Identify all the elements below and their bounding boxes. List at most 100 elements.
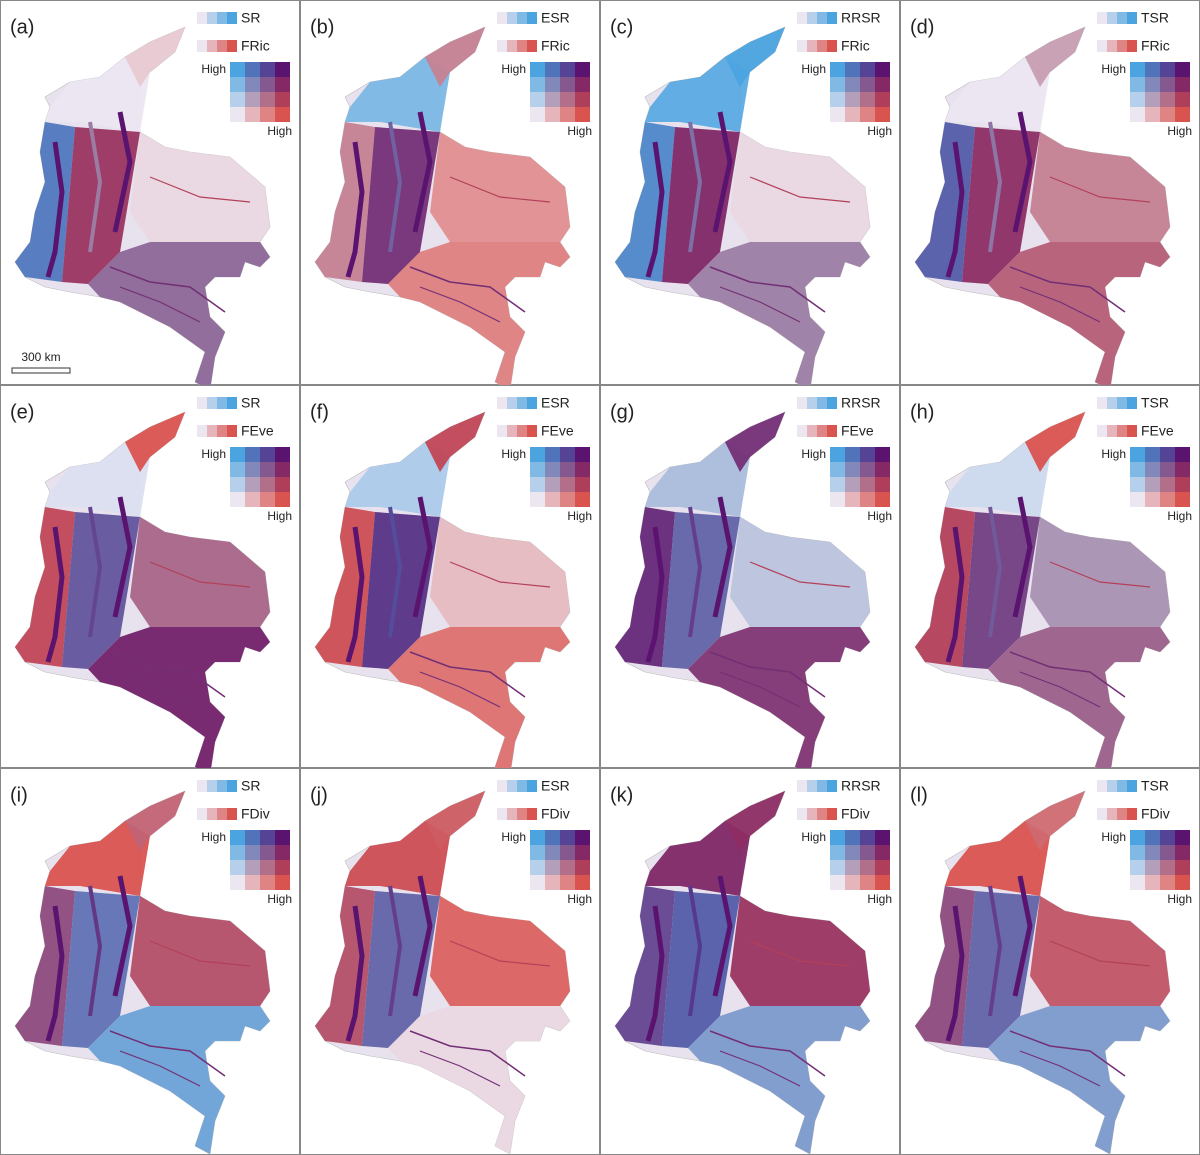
map-region xyxy=(688,627,870,775)
map-region xyxy=(988,1006,1170,1154)
bivariate-cell xyxy=(560,92,575,107)
bivariate-cell xyxy=(575,830,590,845)
bivariate-cell xyxy=(245,77,260,92)
bivariate-cell xyxy=(1175,477,1190,492)
bivariate-cell xyxy=(875,447,890,462)
river xyxy=(1049,176,1151,203)
legend-ramp-cell xyxy=(827,397,837,409)
map-region xyxy=(962,127,1040,284)
bivariate-cell xyxy=(275,62,290,77)
legend-ramp-cell xyxy=(207,397,217,409)
bivariate-cell xyxy=(875,92,890,107)
legend-ramp-cell xyxy=(517,425,527,437)
bivariate-cell xyxy=(230,447,245,462)
legend-ramp-cell xyxy=(207,780,217,792)
bivariate-cell xyxy=(260,447,275,462)
river xyxy=(409,266,526,313)
bivariate-cell xyxy=(545,492,560,507)
bivariate-cell xyxy=(830,107,845,122)
bivariate-cell xyxy=(530,875,545,890)
legend-ramp-cell xyxy=(817,780,827,792)
bivariate-cell xyxy=(260,92,275,107)
map-region xyxy=(425,27,485,87)
bivariate-cell xyxy=(1145,77,1160,92)
map-region xyxy=(88,627,270,775)
bivariate-cell xyxy=(845,860,860,875)
bivariate-cell xyxy=(845,830,860,845)
map-region xyxy=(362,512,440,669)
map-region xyxy=(345,821,450,896)
map-region xyxy=(430,132,570,242)
bivariate-cell xyxy=(1160,477,1175,492)
bivariate-cell xyxy=(1175,77,1190,92)
bivariate-cell xyxy=(845,875,860,890)
legend-ramp-cell xyxy=(1107,425,1117,437)
legend-ramp-cell xyxy=(1127,397,1137,409)
panel-label: (l) xyxy=(910,784,928,806)
river xyxy=(119,671,201,708)
bivariate-cell xyxy=(275,77,290,92)
legend-high-bottom: High xyxy=(267,892,292,906)
bivariate-cell xyxy=(230,875,245,890)
bivariate-cell xyxy=(530,830,545,845)
river xyxy=(1009,651,1126,698)
legend-high-left: High xyxy=(201,447,226,461)
map-region xyxy=(362,127,440,284)
map-region xyxy=(345,57,450,132)
river xyxy=(1019,1050,1101,1087)
bivariate-cell xyxy=(860,77,875,92)
river xyxy=(1019,286,1101,323)
panel-label: (k) xyxy=(610,784,633,806)
scale-bar-label: 300 km xyxy=(21,350,60,364)
andes-range xyxy=(1012,875,1033,997)
bivariate-cell xyxy=(1130,860,1145,875)
map-region xyxy=(662,127,740,284)
map-region xyxy=(130,132,270,242)
river xyxy=(109,651,226,698)
bivariate-cell xyxy=(245,92,260,107)
bivariate-cell xyxy=(1160,492,1175,507)
legend-ramp-cell xyxy=(1127,12,1137,24)
bivariate-cell xyxy=(1130,492,1145,507)
legend-ramp-cell xyxy=(507,425,517,437)
bivariate-cell xyxy=(245,462,260,477)
bivariate-cell xyxy=(1130,447,1145,462)
legend-ramp-cell xyxy=(527,12,537,24)
legend-high-bottom: High xyxy=(1167,892,1192,906)
legend-ramp-cell xyxy=(807,40,817,52)
river xyxy=(449,940,551,967)
panel: (e) SR FEve High High xyxy=(0,385,300,776)
legend-ramp-cell xyxy=(817,808,827,820)
bivariate-cell xyxy=(1130,77,1145,92)
andes-range xyxy=(688,506,703,638)
bivariate-cell xyxy=(260,477,275,492)
river xyxy=(1009,1030,1126,1077)
bivariate-cell xyxy=(245,107,260,122)
bivariate-cell xyxy=(275,462,290,477)
legend-x-variable: RRSR xyxy=(841,778,881,794)
bivariate-cell xyxy=(830,492,845,507)
andes-range xyxy=(688,121,703,253)
legend-ramp-cell xyxy=(797,397,807,409)
legend-y-variable: FRic xyxy=(841,38,870,54)
legend-high-left: High xyxy=(501,830,526,844)
bivariate-cell xyxy=(545,845,560,860)
map xyxy=(914,790,1171,1155)
map-region xyxy=(688,242,870,390)
bivariate-cell xyxy=(530,477,545,492)
river xyxy=(109,1030,226,1077)
bivariate-cell xyxy=(560,875,575,890)
bivariate-cell xyxy=(275,875,290,890)
bivariate-cell xyxy=(230,77,245,92)
bivariate-cell xyxy=(1175,462,1190,477)
legend-ramp-cell xyxy=(517,12,527,24)
river xyxy=(749,940,851,967)
bivariate-cell xyxy=(1160,860,1175,875)
map-region xyxy=(62,512,140,669)
bivariate-cell xyxy=(560,830,575,845)
bivariate-cell xyxy=(1175,860,1190,875)
bivariate-cell xyxy=(560,77,575,92)
bivariate-cell xyxy=(1130,62,1145,77)
map-region xyxy=(388,627,570,775)
legend-x-variable: RRSR xyxy=(841,395,881,411)
